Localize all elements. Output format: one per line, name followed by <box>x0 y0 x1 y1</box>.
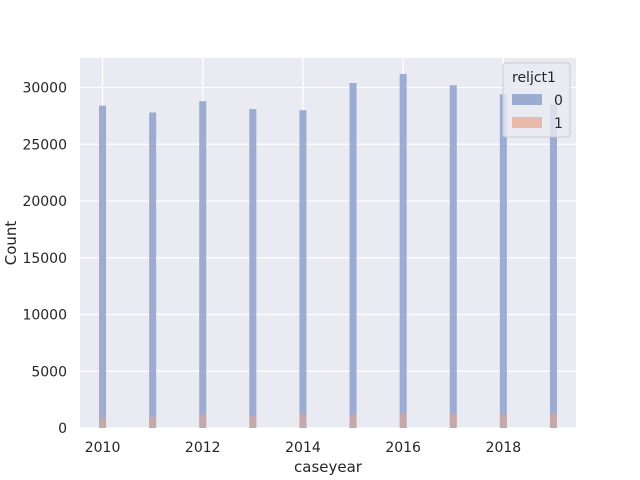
bar-series-1-2017 <box>449 413 457 428</box>
legend-swatch-1 <box>512 117 542 128</box>
bar-series-1-2019 <box>549 413 557 428</box>
bar-series-1-2010 <box>99 417 107 428</box>
series-0-bars <box>99 73 557 429</box>
x-tick-label: 2014 <box>285 440 321 456</box>
bar-series-1-2018 <box>499 414 507 428</box>
bar-series-0-2019 <box>549 104 557 428</box>
bar-series-0-2017 <box>449 85 457 429</box>
bar-series-1-2016 <box>399 413 407 428</box>
bar-series-0-2015 <box>349 82 357 428</box>
series-1-bars <box>99 413 557 428</box>
bar-series-0-2014 <box>299 110 307 428</box>
x-axis-label: caseyear <box>294 458 363 476</box>
bar-series-1-2014 <box>299 414 307 428</box>
y-axis-label: Count <box>2 221 20 266</box>
bar-series-0-2016 <box>399 73 407 428</box>
bar-series-1-2011 <box>149 416 157 428</box>
x-tick-labels: 2010 2012 2014 2016 2018 <box>85 440 521 456</box>
y-tick-label: 15000 <box>22 251 67 267</box>
bar-series-0-2018 <box>499 94 507 428</box>
x-tick-label: 2018 <box>486 440 522 456</box>
y-tick-label: 5000 <box>31 364 67 380</box>
x-tick-label: 2012 <box>185 440 221 456</box>
legend-label-0: 0 <box>554 93 563 109</box>
legend-swatch-0 <box>512 94 542 105</box>
legend-title: reljct1 <box>512 70 556 86</box>
bar-series-1-2012 <box>199 414 207 428</box>
x-tick-label: 2010 <box>85 440 121 456</box>
bar-series-1-2013 <box>249 415 257 428</box>
bar-series-0-2011 <box>149 112 157 429</box>
legend-label-1: 1 <box>554 116 563 132</box>
x-tick-label: 2016 <box>385 440 421 456</box>
y-tick-label: 0 <box>58 421 67 437</box>
y-tick-label: 30000 <box>22 81 67 97</box>
y-tick-label: 25000 <box>22 137 67 153</box>
bar-series-0-2013 <box>249 109 257 429</box>
y-tick-label: 20000 <box>22 194 67 210</box>
legend: reljct1 0 1 <box>502 62 571 138</box>
y-tick-label: 10000 <box>22 308 67 324</box>
bar-series-1-2015 <box>349 414 357 428</box>
plot-area <box>80 58 576 428</box>
y-tick-labels: 0 5000 10000 15000 20000 25000 30000 <box>22 81 67 437</box>
bar-series-0-2010 <box>99 105 107 429</box>
bar-series-0-2012 <box>199 101 207 428</box>
